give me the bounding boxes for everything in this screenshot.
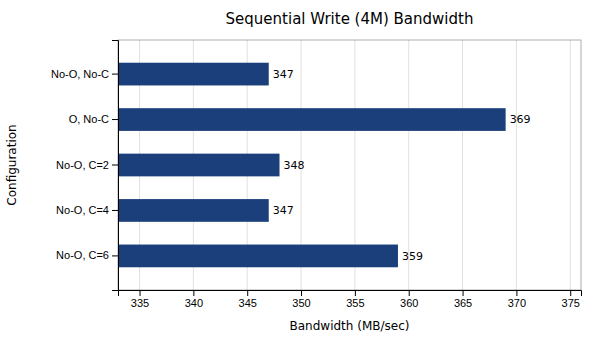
bar — [118, 154, 280, 177]
x-tick-label: 350 — [292, 297, 310, 309]
grid-line — [516, 40, 517, 290]
x-tick-label: 335 — [131, 297, 149, 309]
x-tick-label: 355 — [346, 297, 364, 309]
x-tick: 365 — [454, 290, 472, 309]
x-tick-mark — [301, 290, 302, 296]
plot-frame — [118, 40, 581, 290]
y-tick-label: No-O, C=4 — [56, 204, 109, 216]
x-tick: 355 — [346, 290, 364, 309]
x-tick-label: 360 — [400, 297, 418, 309]
y-tick-label: No-O, No-C — [51, 68, 109, 80]
y-tick-mark — [112, 119, 118, 120]
title: Sequential Write (4M) Bandwidth — [226, 10, 474, 28]
y-tick-mark — [112, 210, 118, 211]
bar — [118, 63, 269, 86]
x-axis: 335 340 345 350 355 360 365 370 375 — [119, 290, 582, 309]
x-tick-label: 370 — [508, 297, 526, 309]
y-tick: No-O, No-C — [51, 68, 118, 80]
x-tick-label: 340 — [185, 297, 203, 309]
x-axis-line — [119, 291, 582, 297]
x-tick: 345 — [239, 290, 257, 309]
x-tick-mark — [570, 290, 571, 296]
x-tick-label: 365 — [454, 297, 472, 309]
y-axis-line — [112, 41, 119, 291]
x-tick-mark — [140, 290, 141, 296]
data-label: 369 — [510, 113, 531, 126]
data-label: 347 — [273, 68, 294, 81]
y-tick-mark — [112, 165, 118, 166]
bar — [118, 245, 398, 268]
bar — [118, 108, 506, 131]
y-axis-title: Configuration — [5, 124, 19, 205]
y-tick-label: No-O, C=6 — [56, 249, 109, 261]
x-tick-label: 375 — [562, 297, 580, 309]
plot: 3473693483473593353403453503553603653703… — [0, 40, 582, 309]
x-tick: 350 — [292, 290, 310, 309]
y-tick-mark — [112, 74, 118, 75]
x-tick: 370 — [508, 290, 526, 309]
y-tick-label: O, No-C — [69, 113, 109, 125]
x-tick-mark — [409, 290, 410, 296]
x-tick-mark — [247, 290, 248, 296]
grid-line — [462, 40, 463, 290]
x-tick-mark — [355, 290, 356, 296]
y-tick-label: No-O, C=2 — [56, 159, 109, 171]
y-tick: No-O, C=4 — [56, 204, 118, 216]
data-labels: 347 369 348 347 359 — [273, 68, 531, 263]
x-tick-mark — [463, 290, 464, 296]
x-tick: 375 — [562, 290, 580, 309]
x-tick-mark — [516, 290, 517, 296]
chart: 3473693483473593353403453503553603653703… — [0, 0, 605, 340]
data-label: 347 — [273, 204, 294, 217]
y-tick-mark — [112, 255, 118, 256]
y-tick: No-O, C=2 — [56, 159, 118, 171]
bar — [118, 199, 269, 222]
bars — [118, 63, 506, 268]
y-tick: No-O, C=6 — [56, 249, 118, 261]
y-tick: O, No-C — [69, 113, 118, 125]
x-tick: 360 — [400, 290, 418, 309]
grid-line — [570, 40, 571, 290]
x-tick-mark — [193, 290, 194, 296]
data-label: 348 — [284, 159, 305, 172]
data-label: 359 — [402, 250, 423, 263]
y-axis: No-O, No-C O, No-C No-O, C=2 No-O, C=4 No-O,… — [51, 41, 119, 291]
x-tick-label: 345 — [239, 297, 257, 309]
x-tick: 335 — [131, 290, 149, 309]
x-tick: 340 — [185, 290, 203, 309]
x-axis-title: Bandwidth (MB/sec) — [290, 319, 410, 333]
